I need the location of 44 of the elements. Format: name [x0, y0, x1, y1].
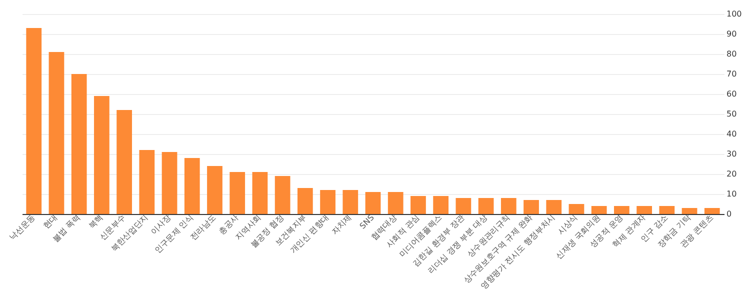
bar [636, 206, 652, 214]
bar [500, 198, 516, 214]
bar [230, 172, 246, 214]
bar [433, 196, 449, 214]
bar [297, 188, 313, 214]
bar [94, 96, 110, 214]
bar [139, 150, 155, 214]
x-tick-label: 북핵 [86, 212, 105, 231]
y-tick-label: 60 [726, 90, 737, 98]
bar [320, 190, 336, 214]
bar [591, 206, 607, 214]
y-tick-label: 10 [726, 190, 737, 198]
bar [659, 206, 675, 214]
y-tick-label: 0 [726, 210, 732, 218]
bar [456, 198, 472, 214]
y-tick-label: 20 [726, 170, 737, 178]
bar [184, 158, 200, 214]
bar [71, 74, 87, 214]
bar [568, 204, 584, 214]
y-tick-label: 70 [726, 70, 737, 78]
bar [410, 196, 426, 214]
y-tick-label: 80 [726, 50, 737, 58]
bar [26, 28, 42, 214]
bar [546, 200, 562, 214]
bar [388, 192, 404, 214]
y-tick-label: 50 [726, 110, 737, 118]
bar [342, 190, 358, 214]
y-tick-label: 40 [726, 130, 737, 138]
bar [365, 192, 381, 214]
bar [48, 52, 64, 214]
x-tick-label: 현대 [42, 212, 60, 231]
bar [116, 110, 132, 214]
y-tick-label: 100 [726, 10, 742, 18]
bar [207, 166, 222, 214]
y-tick-label: 90 [726, 30, 737, 38]
bar [704, 208, 720, 214]
y-tick-label: 30 [726, 150, 737, 158]
bar [478, 198, 494, 214]
bar [274, 176, 290, 214]
bar [524, 200, 539, 214]
bar [614, 206, 630, 214]
bar [162, 152, 178, 214]
bar [252, 172, 268, 214]
bar [682, 208, 698, 214]
